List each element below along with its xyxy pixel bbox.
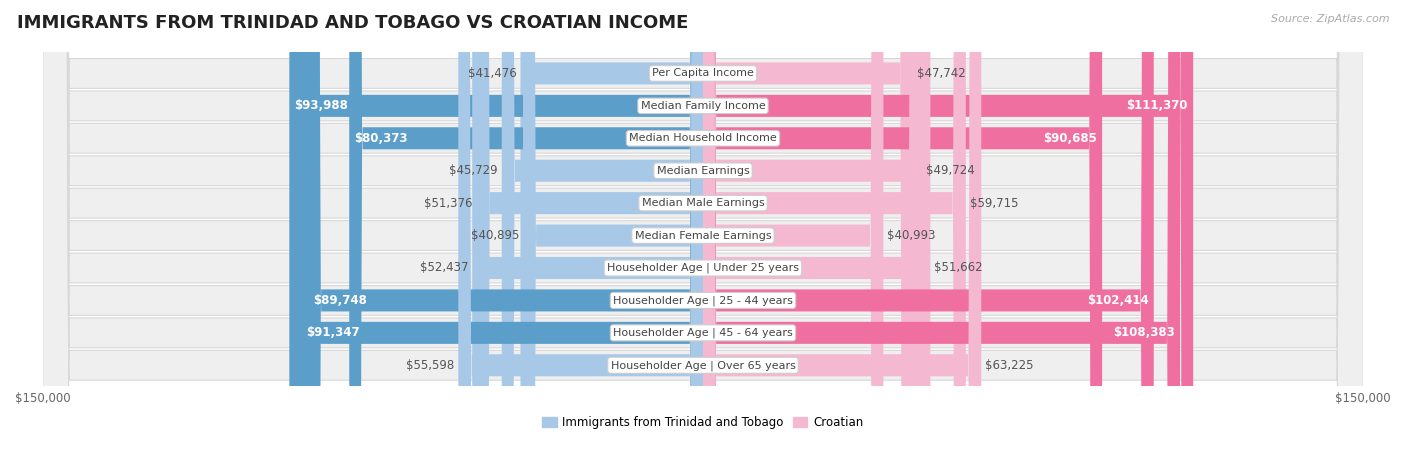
Text: Householder Age | Under 25 years: Householder Age | Under 25 years: [607, 263, 799, 273]
Text: $80,373: $80,373: [354, 132, 408, 145]
FancyBboxPatch shape: [42, 0, 1364, 467]
Text: Median Household Income: Median Household Income: [628, 133, 778, 143]
Text: $40,895: $40,895: [471, 229, 519, 242]
Text: $102,414: $102,414: [1087, 294, 1149, 307]
FancyBboxPatch shape: [703, 0, 922, 467]
FancyBboxPatch shape: [703, 0, 981, 467]
FancyBboxPatch shape: [703, 0, 1102, 467]
FancyBboxPatch shape: [703, 0, 1194, 467]
FancyBboxPatch shape: [523, 0, 703, 467]
FancyBboxPatch shape: [703, 0, 966, 467]
FancyBboxPatch shape: [477, 0, 703, 467]
Text: $55,598: $55,598: [406, 359, 454, 372]
Text: $59,715: $59,715: [970, 197, 1018, 210]
Text: Median Male Earnings: Median Male Earnings: [641, 198, 765, 208]
FancyBboxPatch shape: [42, 0, 1364, 467]
Text: Median Family Income: Median Family Income: [641, 101, 765, 111]
FancyBboxPatch shape: [42, 0, 1364, 467]
FancyBboxPatch shape: [703, 0, 931, 467]
FancyBboxPatch shape: [349, 0, 703, 467]
Text: $89,748: $89,748: [314, 294, 367, 307]
Text: $40,993: $40,993: [887, 229, 936, 242]
Text: Source: ZipAtlas.com: Source: ZipAtlas.com: [1271, 14, 1389, 24]
Text: $51,662: $51,662: [935, 262, 983, 275]
Text: $108,383: $108,383: [1114, 326, 1175, 340]
FancyBboxPatch shape: [301, 0, 703, 467]
Text: $63,225: $63,225: [986, 359, 1033, 372]
Text: IMMIGRANTS FROM TRINIDAD AND TOBAGO VS CROATIAN INCOME: IMMIGRANTS FROM TRINIDAD AND TOBAGO VS C…: [17, 14, 689, 32]
FancyBboxPatch shape: [703, 0, 1154, 467]
Legend: Immigrants from Trinidad and Tobago, Croatian: Immigrants from Trinidad and Tobago, Cro…: [537, 411, 869, 434]
FancyBboxPatch shape: [42, 0, 1364, 467]
Text: Per Capita Income: Per Capita Income: [652, 69, 754, 78]
FancyBboxPatch shape: [42, 0, 1364, 467]
FancyBboxPatch shape: [703, 0, 883, 467]
Text: $41,476: $41,476: [468, 67, 516, 80]
FancyBboxPatch shape: [458, 0, 703, 467]
Text: $93,988: $93,988: [295, 99, 349, 113]
Text: $49,724: $49,724: [925, 164, 974, 177]
FancyBboxPatch shape: [42, 0, 1364, 467]
FancyBboxPatch shape: [42, 0, 1364, 467]
Text: $47,742: $47,742: [917, 67, 966, 80]
FancyBboxPatch shape: [502, 0, 703, 467]
Text: $90,685: $90,685: [1043, 132, 1097, 145]
Text: Median Earnings: Median Earnings: [657, 166, 749, 176]
FancyBboxPatch shape: [520, 0, 703, 467]
FancyBboxPatch shape: [290, 0, 703, 467]
FancyBboxPatch shape: [703, 0, 1180, 467]
FancyBboxPatch shape: [472, 0, 703, 467]
FancyBboxPatch shape: [42, 0, 1364, 467]
FancyBboxPatch shape: [308, 0, 703, 467]
FancyBboxPatch shape: [42, 0, 1364, 467]
FancyBboxPatch shape: [703, 0, 912, 467]
Text: $51,376: $51,376: [425, 197, 472, 210]
Text: Median Female Earnings: Median Female Earnings: [634, 231, 772, 241]
Text: Householder Age | Over 65 years: Householder Age | Over 65 years: [610, 360, 796, 370]
Text: $52,437: $52,437: [420, 262, 468, 275]
Text: $45,729: $45,729: [449, 164, 498, 177]
Text: Householder Age | 45 - 64 years: Householder Age | 45 - 64 years: [613, 328, 793, 338]
Text: $91,347: $91,347: [307, 326, 360, 340]
Text: Householder Age | 25 - 44 years: Householder Age | 25 - 44 years: [613, 295, 793, 306]
FancyBboxPatch shape: [42, 0, 1364, 467]
Text: $111,370: $111,370: [1126, 99, 1188, 113]
